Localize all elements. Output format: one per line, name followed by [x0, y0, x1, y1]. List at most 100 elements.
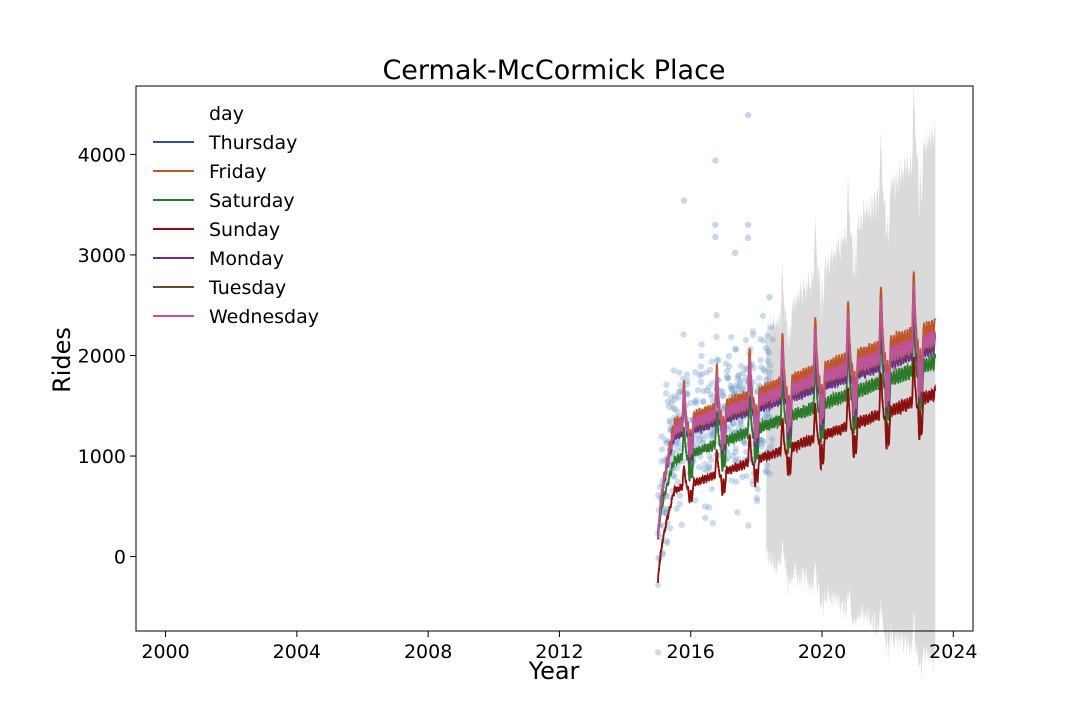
observed-point	[691, 398, 699, 406]
observed-point	[700, 387, 707, 395]
observed-point	[762, 368, 769, 375]
observed-point	[664, 493, 672, 500]
observed-point	[666, 524, 674, 532]
observed-point	[706, 452, 713, 460]
observed-point	[693, 435, 700, 442]
observed-point	[732, 346, 739, 353]
observed-point	[737, 377, 745, 385]
observed-point	[706, 464, 713, 471]
observed-point	[737, 362, 745, 370]
observed-point	[674, 447, 681, 454]
observed-point	[749, 328, 757, 335]
observed-point	[698, 370, 705, 378]
observed-point	[709, 520, 717, 527]
observed-point	[767, 414, 774, 421]
observed-point	[694, 386, 702, 394]
legend-label-wednesday: Wednesday	[209, 306, 319, 328]
observed-point	[661, 509, 668, 516]
observed-point	[740, 439, 748, 446]
observed-point	[661, 505, 669, 512]
observed-point	[663, 381, 670, 389]
observed-point	[739, 384, 747, 391]
x-tick-label: 2008	[404, 641, 452, 663]
y-tick-label: 2000	[78, 345, 126, 367]
observed-point	[756, 374, 763, 382]
x-tick-label: 2004	[273, 641, 321, 663]
observed-point	[663, 537, 670, 544]
observed-point	[700, 436, 707, 443]
observed-point	[680, 197, 688, 204]
observed-point	[763, 467, 770, 474]
observed-point	[738, 420, 745, 428]
observed-point	[735, 383, 742, 391]
observed-point	[697, 378, 705, 386]
observed-point	[665, 403, 673, 410]
observed-point	[672, 392, 679, 399]
observed-point	[658, 433, 665, 440]
observed-point	[674, 408, 682, 416]
observed-point	[735, 371, 743, 379]
observed-point	[727, 423, 734, 430]
observed-point	[768, 436, 776, 443]
y-tick-label: 1000	[78, 446, 126, 468]
observed-point	[743, 472, 750, 480]
observed-point	[719, 392, 727, 399]
observed-point	[728, 477, 735, 484]
legend: day Thursday Friday Saturday Sunday Monday Tu…	[153, 103, 319, 328]
observed-point	[712, 221, 719, 228]
observed-point	[677, 382, 684, 389]
observed-point	[732, 346, 740, 353]
observed-point	[708, 380, 716, 387]
observed-point	[760, 366, 767, 373]
observed-point	[758, 364, 765, 371]
observed-point	[727, 382, 734, 389]
y-axis-ticks: 0 1000 2000 3000 4000	[78, 144, 136, 569]
legend-label-sunday: Sunday	[209, 219, 280, 241]
observed-point	[728, 386, 736, 393]
observed-point	[758, 436, 765, 443]
observed-point	[736, 379, 744, 387]
observed-point	[753, 497, 761, 505]
observed-point	[766, 293, 773, 301]
observed-point	[734, 455, 742, 463]
observed-point	[687, 399, 694, 406]
observed-point	[739, 369, 746, 377]
observed-point	[675, 394, 682, 401]
observed-point	[694, 431, 702, 439]
observed-point	[724, 454, 732, 462]
series-line-saturday	[657, 314, 936, 538]
observed-point	[754, 485, 761, 493]
legend-label-thursday: Thursday	[208, 132, 297, 154]
observed-point	[734, 509, 741, 516]
observed-point	[765, 349, 773, 357]
x-tick-label: 2024	[929, 641, 977, 663]
observed-point	[662, 390, 670, 397]
observed-point	[757, 335, 764, 343]
observed-point	[668, 399, 675, 407]
observed-point	[734, 373, 742, 380]
observed-point	[709, 432, 716, 439]
observed-point	[701, 503, 709, 510]
observed-point	[705, 384, 713, 391]
observed-point	[724, 375, 732, 382]
observed-point	[742, 366, 749, 373]
observed-point	[704, 432, 712, 440]
observed-point	[692, 369, 699, 376]
observed-point	[684, 377, 691, 385]
observed-point	[707, 390, 714, 398]
observed-point	[762, 344, 770, 352]
observed-point	[745, 522, 752, 529]
observed-point	[732, 445, 739, 452]
observed-point	[683, 371, 691, 378]
observed-point	[700, 465, 708, 473]
observed-point	[700, 398, 707, 405]
observed-point	[763, 462, 771, 469]
observed-point	[713, 333, 720, 341]
observed-point	[761, 414, 769, 422]
observed-point	[731, 249, 739, 257]
observed-point	[724, 374, 732, 382]
x-tick-label: 2016	[667, 641, 715, 663]
observed-point	[736, 417, 744, 424]
legend-title: day	[209, 103, 244, 125]
observed-point	[719, 392, 727, 400]
